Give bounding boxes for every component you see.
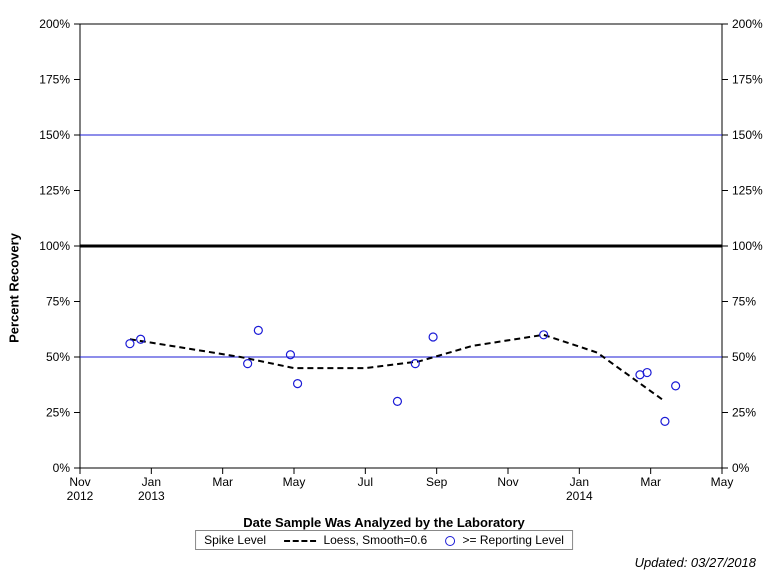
ytick-right: 175% xyxy=(732,73,763,87)
xtick: Mar xyxy=(212,475,233,489)
xtick: Nov xyxy=(69,475,90,489)
data-point xyxy=(286,351,294,359)
ytick-right: 25% xyxy=(732,406,756,420)
data-point xyxy=(672,382,680,390)
xtick: May xyxy=(283,475,306,489)
data-point xyxy=(244,360,252,368)
legend-points: >= Reporting Level xyxy=(441,533,564,547)
ytick-left: 25% xyxy=(46,406,70,420)
data-point xyxy=(393,397,401,405)
legend: Spike Level Loess, Smooth=0.6 >= Reporti… xyxy=(195,530,573,550)
data-point xyxy=(126,340,134,348)
data-point xyxy=(643,369,651,377)
circle-swatch-icon xyxy=(445,536,455,546)
ytick-left: 125% xyxy=(39,184,70,198)
legend-title: Spike Level xyxy=(204,533,266,547)
xtick: May xyxy=(711,475,734,489)
ytick-right: 100% xyxy=(732,239,763,253)
ytick-left: 150% xyxy=(39,128,70,142)
recovery-chart: Percent Recovery 0%0%25%25%50%50%75%75%1… xyxy=(0,0,768,576)
data-point xyxy=(661,417,669,425)
ytick-right: 50% xyxy=(732,350,756,364)
ytick-left: 200% xyxy=(39,17,70,31)
ytick-left: 100% xyxy=(39,239,70,253)
ytick-left: 50% xyxy=(46,350,70,364)
xtick: Jan xyxy=(570,475,589,489)
xtick: Nov xyxy=(497,475,518,489)
xtick: Jul xyxy=(358,475,373,489)
plot-svg: 0% 0% 25% 25% 50% 50% 75% 75% 100% 100% 125% 125% 15… xyxy=(0,0,768,576)
ytick-right: 0% xyxy=(732,461,750,475)
xtick-year: 2014 xyxy=(566,489,593,503)
xtick: Mar xyxy=(640,475,661,489)
updated-label: Updated: 03/27/2018 xyxy=(635,555,756,570)
ytick-left: 75% xyxy=(46,295,70,309)
ytick-right: 150% xyxy=(732,128,763,142)
legend-loess: Loess, Smooth=0.6 xyxy=(280,533,427,547)
ytick-right: 125% xyxy=(732,184,763,198)
ytick-right: 200% xyxy=(732,17,763,31)
data-point xyxy=(254,326,262,334)
xtick-year: 2013 xyxy=(138,489,165,503)
data-point xyxy=(411,360,419,368)
data-point xyxy=(137,335,145,343)
ytick-right: 75% xyxy=(732,295,756,309)
dash-swatch-icon xyxy=(284,540,316,542)
xtick: Sep xyxy=(426,475,448,489)
xtick: Jan xyxy=(142,475,161,489)
x-axis-title: Date Sample Was Analyzed by the Laborato… xyxy=(0,515,768,530)
data-point xyxy=(429,333,437,341)
loess-line xyxy=(130,335,665,402)
ytick-left: 175% xyxy=(39,73,70,87)
xtick-year: 2012 xyxy=(67,489,94,503)
ytick-left: 0% xyxy=(53,461,71,475)
data-point xyxy=(294,380,302,388)
